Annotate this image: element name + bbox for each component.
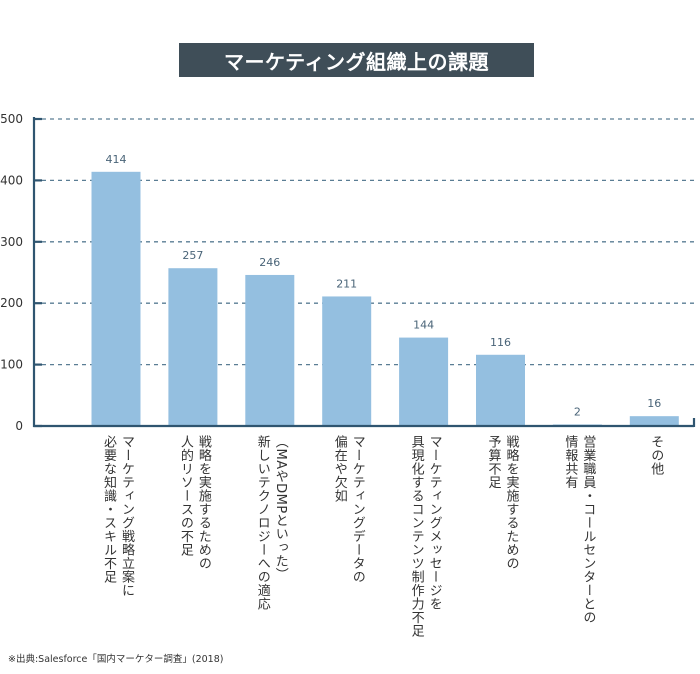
chart-title: マーケティング組織上の課題 [179,43,534,77]
y-tick-label: 0 [15,419,23,433]
x-tick-label: 営業職員・コールセンターとの 情報共有 [562,435,596,624]
y-tick-label: 500 [0,112,23,126]
data-label: 246 [259,256,280,269]
x-tick-label: 戦略を実施するための 予算不足 [485,435,519,570]
data-label: 257 [182,249,203,262]
x-tick-label: マーケティング戦略立案に 必要な知識・スキル不足 [101,435,134,597]
bar [476,354,525,426]
bar [399,337,449,426]
bar [91,171,141,426]
bar [322,296,372,426]
bar [629,416,679,426]
x-tick-label: （MAやDMPといった） 新しいテクノロジーへの適応 [254,435,288,611]
x-tick-label: マーケティングメッセージを 具現化するコンテンツ制作力不足 [408,435,442,638]
data-label: 2 [574,406,581,419]
data-label: 144 [413,319,434,332]
data-label: 414 [106,153,127,166]
y-tick-label: 200 [0,296,23,310]
y-tick-label: 300 [0,235,23,249]
data-label: 16 [647,397,661,410]
y-tick-label: 400 [0,173,23,187]
source-note: ※出典:Salesforce「国内マーケター調査」(2018) [8,654,224,665]
y-tick-label: 100 [0,358,23,372]
x-tick-label: その他 [648,435,664,476]
bar [245,274,295,426]
x-tick-label: マーケティングデータの 偏在や欠如 [331,435,365,584]
bar [168,268,218,426]
data-label: 116 [490,336,511,349]
x-tick-label: 戦略を実施するための 人的リソースの不足 [177,435,211,570]
data-label: 211 [336,277,357,290]
